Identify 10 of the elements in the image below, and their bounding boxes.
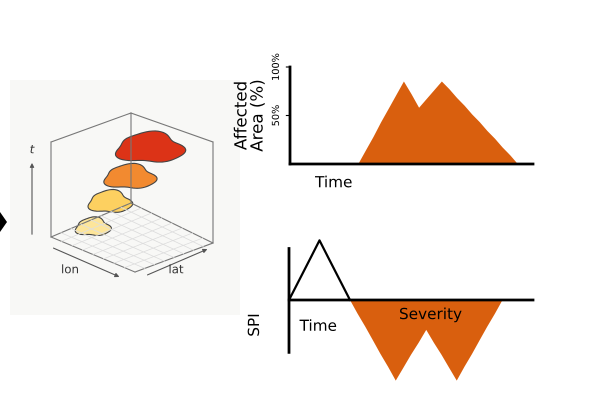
y-axis-title: Affected Area (%) — [234, 80, 265, 152]
y-tick-label: 50% — [272, 105, 280, 126]
x-axis-title: Time — [300, 319, 336, 332]
annotation: Severity — [400, 307, 462, 322]
y-axis-title: SPI — [248, 314, 260, 336]
text: lat — [170, 264, 184, 274]
x-axis-title: Time — [315, 176, 352, 188]
y-tick-label: 100% — [272, 54, 280, 80]
text: t — [30, 144, 35, 154]
text: lon — [62, 264, 78, 274]
